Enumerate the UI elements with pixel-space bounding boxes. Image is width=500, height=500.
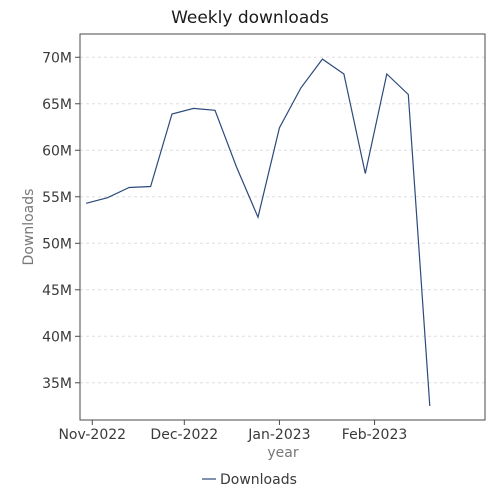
plot-frame [79, 33, 486, 421]
legend-label-downloads: Downloads [220, 472, 297, 488]
y-tick-label-2: 45M [42, 283, 72, 299]
y-tick-label-1: 40M [42, 329, 72, 345]
chart-title: Weekly downloads [171, 8, 329, 28]
y-tick-label-0: 35M [42, 376, 72, 392]
x-tick-label-0: Nov-2022 [58, 427, 126, 443]
y-tick-label-7: 70M [42, 50, 72, 66]
y-axis: 35M 40M 45M 50M 55M 60M 65M 70M [42, 50, 80, 392]
y-tick-label-5: 60M [42, 143, 72, 159]
x-axis-label: year [267, 445, 298, 461]
y-tick-label-4: 55M [42, 190, 72, 206]
y-tick-label-3: 50M [42, 236, 72, 252]
y-axis-label: Downloads [21, 189, 37, 266]
series-line-0 [85, 58, 431, 407]
grid-lines [80, 56, 485, 384]
x-tick-label-3: Feb-2023 [342, 427, 407, 443]
x-tick-label-1: Dec-2022 [150, 427, 218, 443]
x-tick-label-2: Jan-2023 [247, 427, 310, 443]
y-tick-label-6: 65M [42, 97, 72, 113]
plot-series [85, 58, 431, 407]
legend: Downloads [202, 472, 297, 488]
x-axis: Nov-2022 Dec-2022 Jan-2023 Feb-2023 [58, 420, 407, 443]
